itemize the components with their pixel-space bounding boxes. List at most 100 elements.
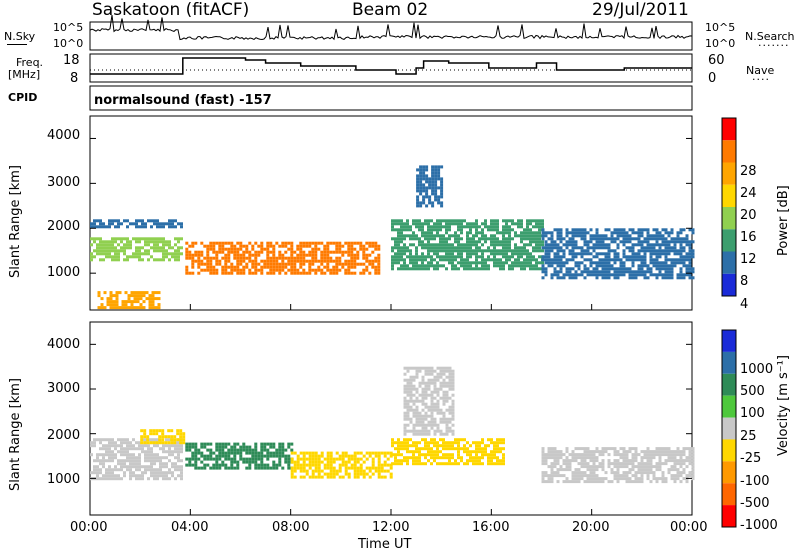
power-region-6-cell <box>568 240 572 244</box>
power-region-4-cell <box>541 222 544 226</box>
velocity-region-6-cell <box>616 453 620 457</box>
power-region-3-cell <box>218 259 222 263</box>
power-region-4-cell <box>520 231 523 235</box>
velocity-region-5-cell <box>445 375 449 379</box>
velocity-region-5-cell <box>415 405 419 409</box>
power-region-4-cell <box>529 252 532 256</box>
power-region-4-cell <box>457 228 460 232</box>
velocity-region-6-cell <box>565 465 569 469</box>
power-region-4-cell <box>505 252 508 256</box>
power-region-2-cell <box>142 300 146 304</box>
power-region-4-cell <box>529 237 532 241</box>
velocity-region-4-cell <box>460 456 463 460</box>
velocity-region-2-cell <box>266 451 270 455</box>
velocity-region-5-cell <box>427 372 431 376</box>
velocity-region-4-cell <box>499 438 502 442</box>
power-region-6-cell <box>595 261 599 265</box>
power-region-6-cell <box>613 240 617 244</box>
velocity-region-4-cell <box>493 450 496 454</box>
power-region-6-cell <box>607 267 611 271</box>
velocity-region-0-cell <box>132 456 135 460</box>
velocity-region-6-cell <box>553 456 557 460</box>
power-region-3-cell <box>338 241 342 245</box>
velocity-region-4-cell <box>418 462 421 466</box>
xtick-1200: 12:00 <box>372 520 410 535</box>
velocity-region-6-cell <box>649 465 653 469</box>
power-region-2-cell <box>97 306 101 310</box>
power-region-3-cell <box>329 259 333 263</box>
power-region-4-cell <box>436 225 439 229</box>
power-region-6-cell <box>655 267 659 271</box>
velocity-region-0-cell <box>180 450 183 454</box>
velocity-region-6-cell <box>622 447 626 451</box>
power-region-6-cell <box>583 240 587 244</box>
velocity-region-3-cell <box>314 463 318 467</box>
velocity-region-6-cell <box>574 474 578 478</box>
power-region-1-cell <box>168 219 171 223</box>
power-region-3-cell <box>272 259 276 263</box>
velocity-region-0-cell <box>117 438 120 442</box>
velocity-region-4-cell <box>475 453 478 457</box>
velocity-region-3-cell <box>356 475 360 479</box>
power-region-4-cell <box>511 252 514 256</box>
power-region-6-cell <box>544 258 548 262</box>
velocity-region-6-cell <box>616 477 620 481</box>
power-region-6-cell <box>679 276 683 280</box>
power-region-4-cell <box>487 225 490 229</box>
power-colorbar-swatch <box>722 118 736 141</box>
velocity-region-1-cell <box>161 438 165 442</box>
power-region-6-cell <box>649 255 653 259</box>
velocity-region-5-cell <box>445 423 449 427</box>
power-region-6-cell <box>580 249 584 253</box>
velocity-region-3-cell <box>323 457 327 461</box>
velocity-region-2-cell <box>254 457 258 461</box>
velocity-region-6-cell <box>652 450 656 454</box>
velocity-region-0-cell <box>108 453 111 457</box>
velocity-region-1-cell <box>182 441 186 445</box>
nsearch-scale-bottom: 10^0 <box>705 37 736 50</box>
power-region-3-cell <box>230 265 234 269</box>
power-region-2-cell <box>124 291 128 295</box>
power-region-3-cell <box>347 259 351 263</box>
velocity-region-0-cell <box>129 477 132 481</box>
velocity-region-5-cell <box>406 384 410 388</box>
velocity-region-0-cell <box>171 453 174 457</box>
velocity-region-4-cell <box>400 453 403 457</box>
velocity-region-5-cell <box>436 372 440 376</box>
power-colorbar-swatch <box>722 229 736 252</box>
power-region-4-cell <box>451 255 454 259</box>
power-region-6-cell <box>655 234 659 238</box>
power-region-0-cell <box>99 243 102 247</box>
power-region-4-cell <box>454 234 457 238</box>
nave-tick-60: 60 <box>708 53 725 68</box>
velocity-region-5-cell <box>427 405 431 409</box>
velocity-region-3-cell <box>380 463 384 467</box>
power-region-3-cell <box>302 253 306 257</box>
power-region-4-cell <box>397 240 400 244</box>
velocity-region-6-cell <box>547 453 551 457</box>
velocity-region-6-cell <box>598 465 602 469</box>
power-region-0-cell <box>174 243 177 247</box>
velocity-region-4-cell <box>439 456 442 460</box>
velocity-region-6-cell <box>613 465 617 469</box>
velocity-region-0-cell <box>117 462 120 466</box>
power-region-0-cell <box>111 258 114 262</box>
velocity-region-2-cell <box>239 457 243 461</box>
power-region-3-cell <box>191 262 195 266</box>
velocity-region-6-cell <box>613 447 617 451</box>
power-region-6-cell <box>550 258 554 262</box>
power-region-2-cell <box>136 300 140 304</box>
power-region-3-cell <box>266 259 270 263</box>
velocity-ytick-3000: 3000 <box>47 381 81 396</box>
power-region-3-cell <box>308 250 312 254</box>
power-region-4-cell <box>448 246 451 250</box>
power-region-4-cell <box>397 252 400 256</box>
power-region-3-cell <box>329 268 333 272</box>
power-region-6-cell <box>667 252 671 256</box>
power-region-3-cell <box>293 262 297 266</box>
velocity-region-3-cell <box>314 454 318 458</box>
power-region-3-cell <box>338 259 342 263</box>
velocity-region-2-cell <box>221 448 225 452</box>
velocity-region-0-cell <box>135 474 138 478</box>
velocity-region-3-cell <box>368 466 372 470</box>
